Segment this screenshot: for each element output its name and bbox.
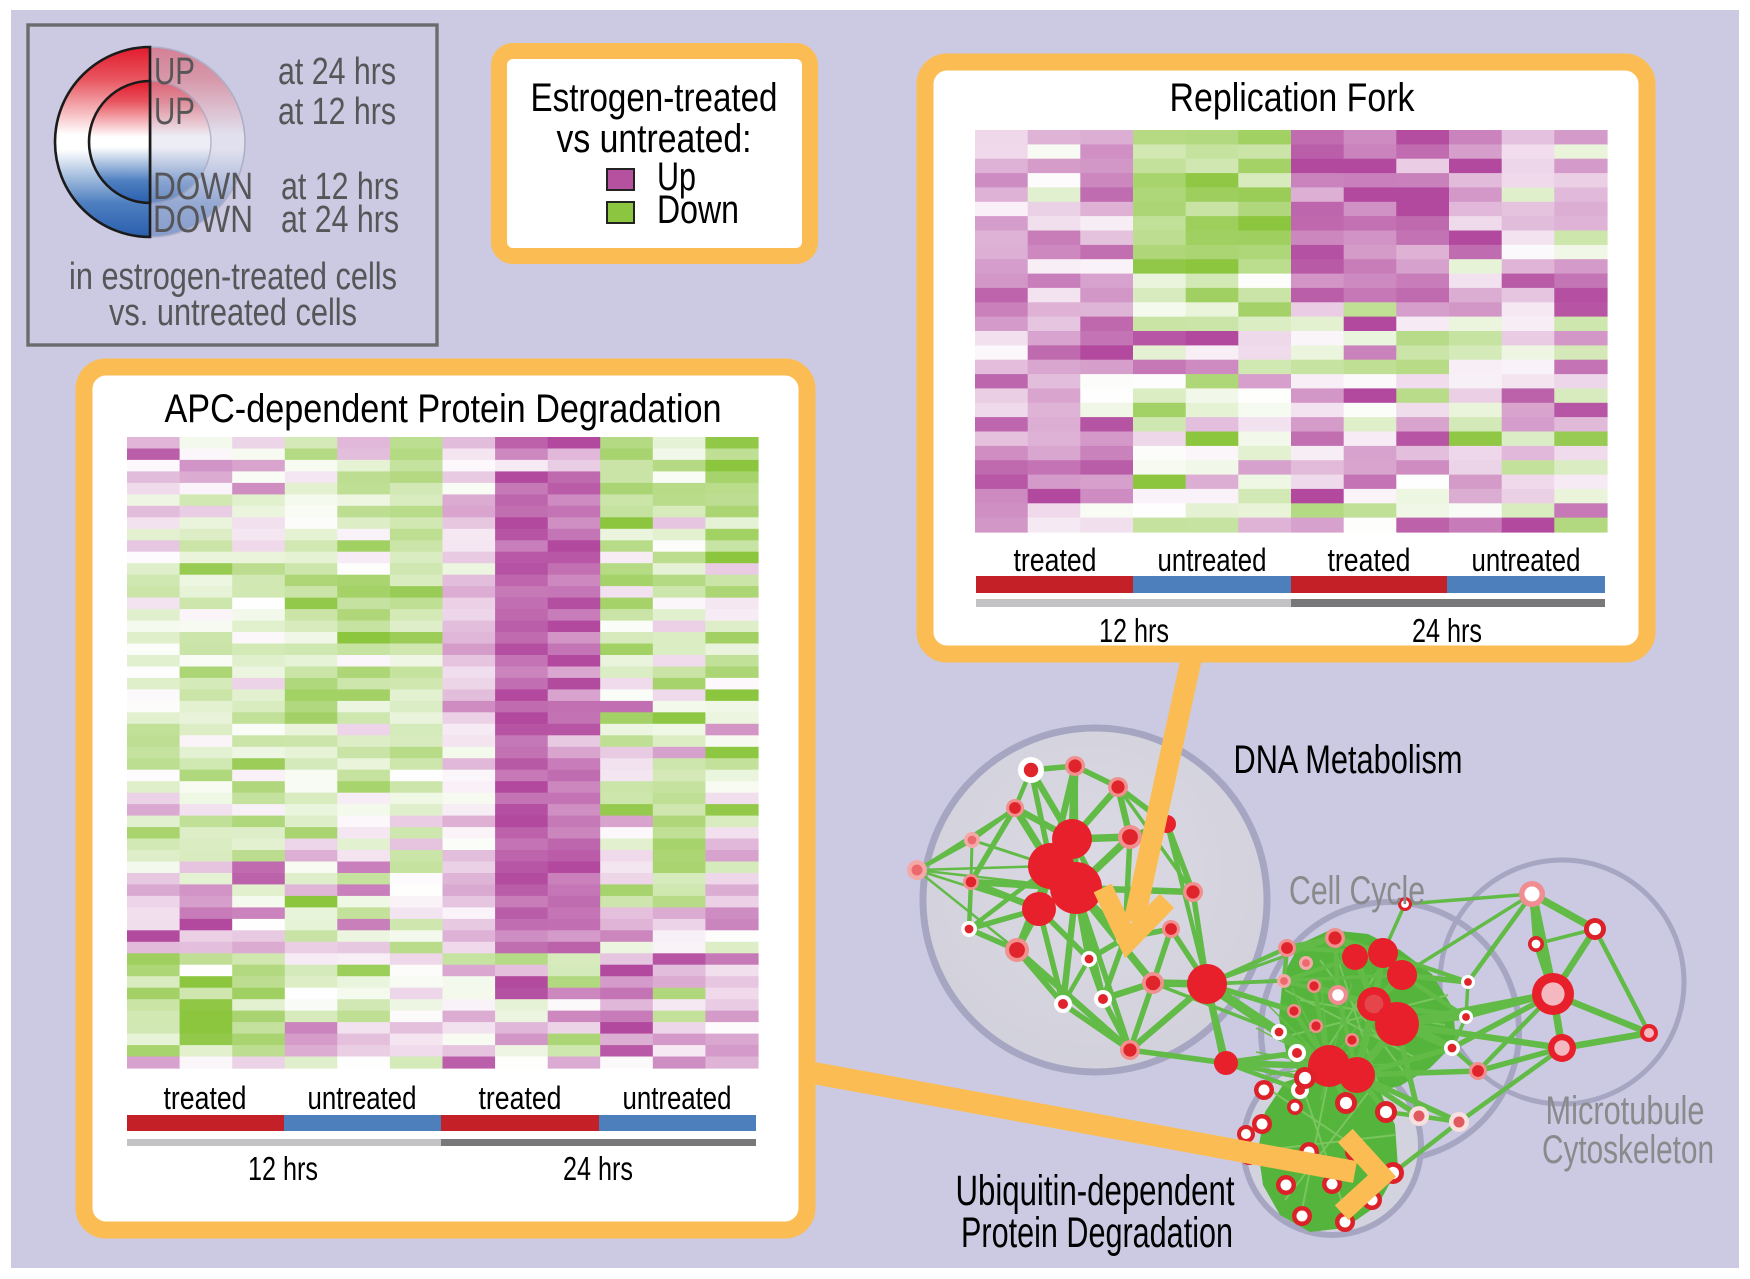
svg-text:Protein Degradation: Protein Degradation <box>961 1209 1233 1257</box>
svg-text:treated: treated <box>1014 542 1097 578</box>
svg-text:Microtubule: Microtubule <box>1546 1089 1705 1133</box>
svg-text:vs untreated:: vs untreated: <box>557 117 752 161</box>
svg-text:UP: UP <box>154 91 195 133</box>
svg-text:at 24 hrs: at 24 hrs <box>278 51 396 93</box>
svg-text:24 hrs: 24 hrs <box>563 1150 633 1187</box>
svg-text:treated: treated <box>164 1080 247 1116</box>
svg-text:at 12 hrs: at 12 hrs <box>281 166 399 208</box>
svg-text:Down: Down <box>657 188 739 232</box>
svg-text:12 hrs: 12 hrs <box>1099 612 1169 649</box>
svg-text:in estrogen-treated cells: in estrogen-treated cells <box>69 256 397 298</box>
svg-text:Estrogen-treated: Estrogen-treated <box>531 76 778 120</box>
svg-text:untreated: untreated <box>1158 542 1267 578</box>
svg-text:untreated: untreated <box>308 1080 417 1116</box>
svg-text:APC-dependent Protein Degradat: APC-dependent Protein Degradation <box>165 387 722 431</box>
svg-text:vs. untreated cells: vs. untreated cells <box>109 292 357 334</box>
svg-text:treated: treated <box>479 1080 562 1116</box>
svg-text:Replication Fork: Replication Fork <box>1170 76 1416 120</box>
svg-text:untreated: untreated <box>623 1080 732 1116</box>
svg-text:12 hrs: 12 hrs <box>248 1150 318 1187</box>
svg-text:Up: Up <box>657 155 696 199</box>
svg-text:DNA Metabolism: DNA Metabolism <box>1234 738 1463 782</box>
svg-text:DOWN: DOWN <box>153 199 253 241</box>
svg-text:treated: treated <box>1328 542 1411 578</box>
svg-text:Cytoskeleton: Cytoskeleton <box>1542 1128 1714 1172</box>
svg-text:untreated: untreated <box>1472 542 1581 578</box>
svg-text:Ubiquitin-dependent: Ubiquitin-dependent <box>956 1167 1235 1215</box>
svg-text:Cell Cycle: Cell Cycle <box>1289 869 1425 913</box>
svg-text:DOWN: DOWN <box>153 166 253 208</box>
svg-text:24 hrs: 24 hrs <box>1412 612 1482 649</box>
svg-text:at 12 hrs: at 12 hrs <box>278 91 396 133</box>
svg-text:UP: UP <box>154 51 195 93</box>
svg-text:at 24 hrs: at 24 hrs <box>281 199 399 241</box>
